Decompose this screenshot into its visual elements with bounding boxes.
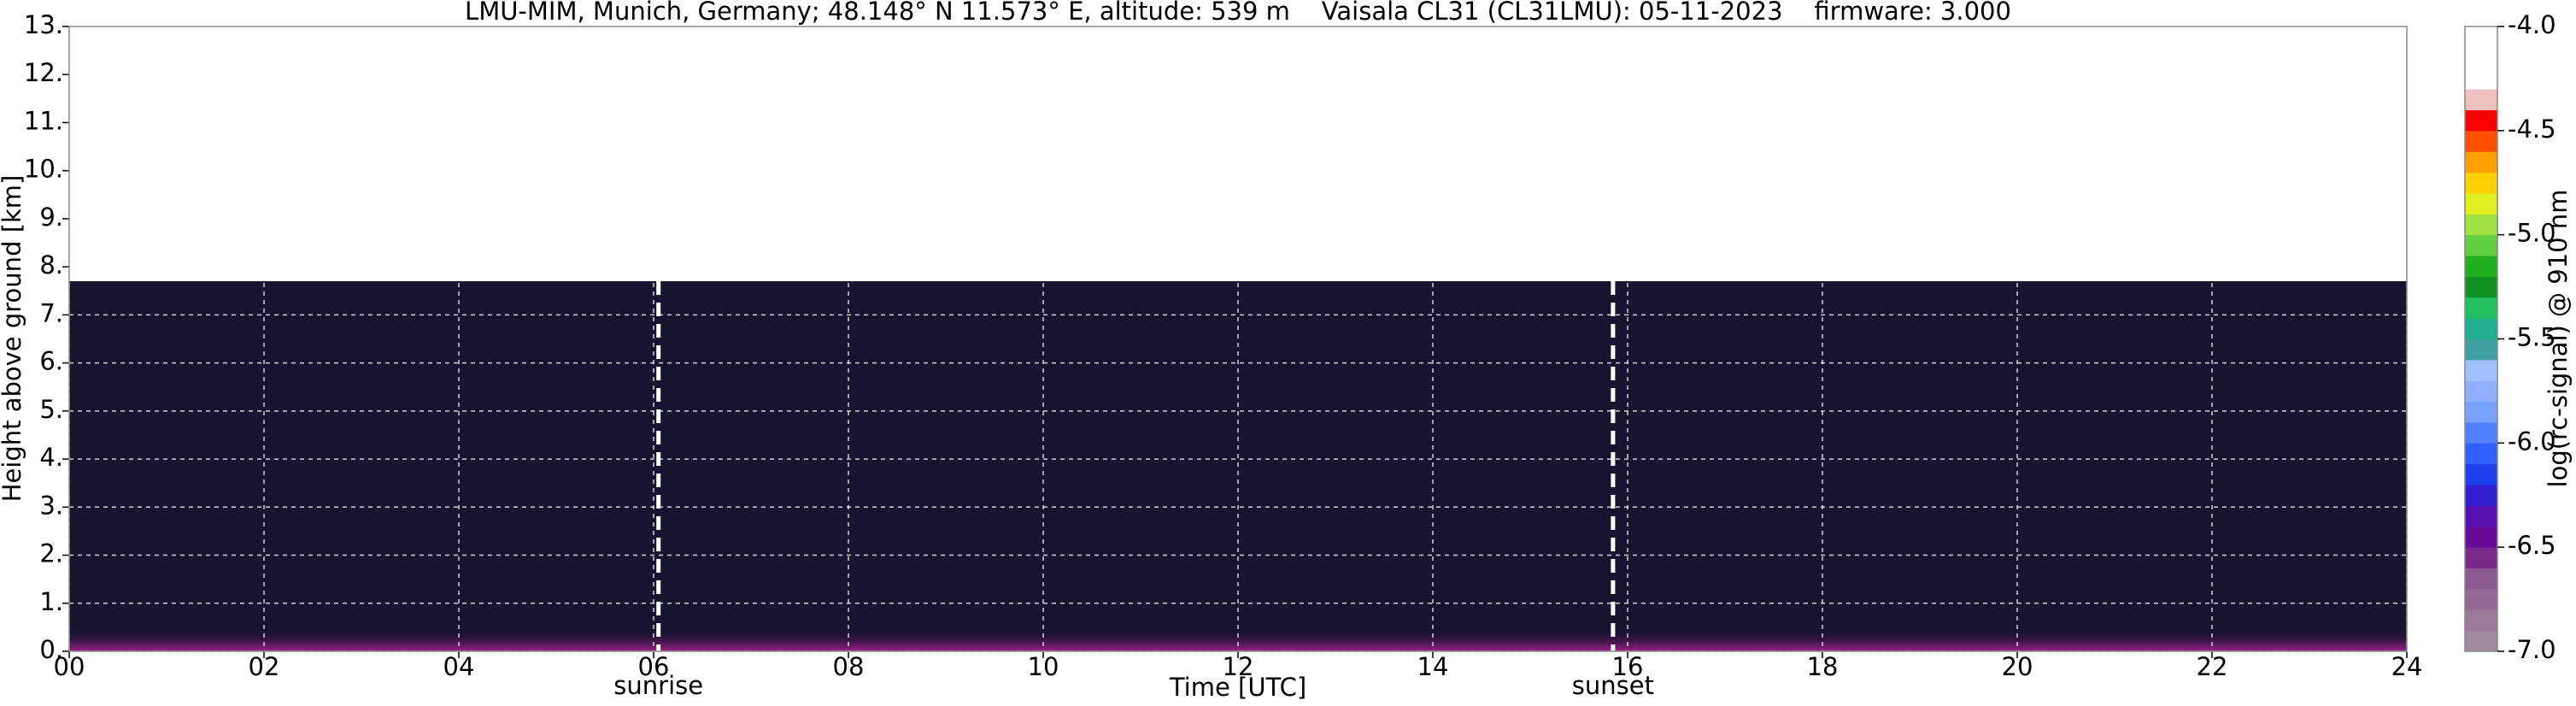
x-tick-label: 04 bbox=[443, 652, 475, 681]
colorbar-segment bbox=[2465, 401, 2497, 423]
x-tick-label: 22 bbox=[2197, 652, 2228, 681]
colorbar-segment bbox=[2465, 192, 2497, 215]
colorbar-segment bbox=[2465, 109, 2497, 132]
colorbar-tick-label: -6.0 bbox=[2508, 427, 2556, 456]
colorbar-segment bbox=[2465, 214, 2497, 236]
colorbar-segment bbox=[2465, 609, 2497, 632]
x-tick-label: 24 bbox=[2391, 652, 2423, 681]
colorbar-segment bbox=[2465, 443, 2497, 465]
y-tick-label: 6. bbox=[39, 347, 63, 376]
colorbar-tick-label: -5.5 bbox=[2508, 323, 2556, 352]
colorbar-segment bbox=[2465, 130, 2497, 152]
y-tick-label: 13. bbox=[24, 10, 63, 39]
colorbar-segment bbox=[2465, 588, 2497, 610]
colorbar-tick-label: -6.5 bbox=[2508, 531, 2556, 560]
colorbar-tick-label: -4.5 bbox=[2508, 115, 2556, 144]
colorbar-segment bbox=[2465, 256, 2497, 277]
y-tick-label: 3. bbox=[39, 491, 63, 520]
x-tick-label: 20 bbox=[2002, 652, 2033, 681]
colorbar-segment bbox=[2465, 630, 2497, 652]
colorbar-segment bbox=[2465, 568, 2497, 590]
y-tick-label: 10. bbox=[24, 155, 63, 184]
y-tick-label: 9. bbox=[39, 203, 63, 232]
colorbar-tick-label: -7.0 bbox=[2508, 635, 2556, 664]
colorbar-segment bbox=[2465, 297, 2497, 319]
ground-layer bbox=[69, 629, 2407, 651]
x-axis-label: Time [UTC] bbox=[1169, 673, 1306, 702]
colorbar-segment bbox=[2465, 505, 2497, 527]
annotation-label: sunset bbox=[1572, 671, 1654, 700]
x-tick-label: 02 bbox=[249, 652, 280, 681]
x-tick-label: 10 bbox=[1028, 652, 1059, 681]
colorbar-segment bbox=[2465, 526, 2497, 548]
colorbar-segment bbox=[2465, 68, 2497, 90]
y-tick-label: 5. bbox=[39, 395, 63, 424]
y-tick-label: 11. bbox=[24, 106, 63, 135]
colorbar-segment bbox=[2465, 359, 2497, 381]
y-tick-label: 4. bbox=[39, 443, 63, 472]
y-tick-label: 8. bbox=[39, 250, 63, 279]
y-tick-label: 2. bbox=[39, 539, 63, 568]
y-tick-label: 7. bbox=[39, 298, 63, 327]
colorbar-segment bbox=[2465, 151, 2497, 174]
x-tick-label: 14 bbox=[1417, 652, 1449, 681]
chart-title: LMU-MIM, Munich, Germany; 48.148° N 11.5… bbox=[465, 0, 2011, 26]
colorbar-segment bbox=[2465, 318, 2497, 339]
colorbar-segment bbox=[2465, 26, 2497, 48]
colorbar-segment bbox=[2465, 276, 2497, 298]
colorbar-tick-label: -5.0 bbox=[2508, 219, 2556, 248]
x-tick-label: 16 bbox=[1612, 652, 1644, 681]
colorbar-segment bbox=[2465, 463, 2497, 485]
y-tick-label: 0. bbox=[39, 635, 63, 664]
colorbar-segment bbox=[2465, 421, 2497, 444]
colorbar-segment bbox=[2465, 47, 2497, 69]
x-tick-label: 08 bbox=[833, 652, 865, 681]
colorbar-segment bbox=[2465, 485, 2497, 506]
plot-frame bbox=[68, 26, 2408, 652]
x-tick-label: 06 bbox=[638, 652, 670, 681]
colorbar-segment bbox=[2465, 172, 2497, 194]
colorbar-segment bbox=[2465, 89, 2497, 110]
colorbar-segment bbox=[2465, 234, 2497, 256]
colorbar-tick-label: -4.0 bbox=[2508, 10, 2556, 39]
colorbar-segment bbox=[2465, 547, 2497, 569]
x-tick-label: 00 bbox=[54, 652, 85, 681]
colorbar-segment bbox=[2465, 380, 2497, 403]
y-axis-label: Height above ground [km] bbox=[0, 175, 26, 503]
x-tick-label: 18 bbox=[1807, 652, 1839, 681]
x-tick-label: 12 bbox=[1223, 652, 1254, 681]
y-tick-label: 12. bbox=[24, 58, 63, 87]
annotation-label: sunrise bbox=[613, 671, 703, 700]
colorbar-label: log(rc-signal) @ 910 nm bbox=[2544, 190, 2573, 488]
y-tick-label: 1. bbox=[39, 587, 63, 616]
colorbar-segment bbox=[2465, 338, 2497, 361]
